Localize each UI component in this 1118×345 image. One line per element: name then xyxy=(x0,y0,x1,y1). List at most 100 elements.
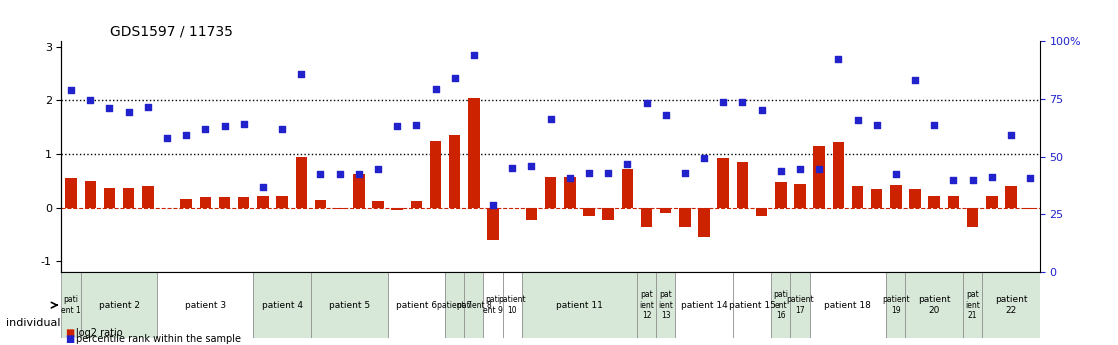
Bar xyxy=(353,175,364,208)
Bar xyxy=(928,196,940,208)
Text: individual: individual xyxy=(6,318,60,327)
Point xyxy=(139,104,157,110)
Text: patient 3: patient 3 xyxy=(184,300,226,309)
Point xyxy=(1021,176,1039,181)
Bar xyxy=(852,186,863,208)
Bar xyxy=(660,208,672,213)
Text: pati
ent 1: pati ent 1 xyxy=(61,295,80,315)
Bar xyxy=(429,141,442,208)
Text: ■: ■ xyxy=(65,334,74,344)
Bar xyxy=(699,208,710,237)
Point xyxy=(197,126,215,132)
Text: patient 7: patient 7 xyxy=(437,300,472,309)
FancyBboxPatch shape xyxy=(983,272,1040,338)
Bar xyxy=(986,196,997,208)
Bar xyxy=(449,135,461,208)
Bar xyxy=(871,189,882,208)
Bar xyxy=(314,200,326,208)
Bar xyxy=(276,196,287,208)
FancyBboxPatch shape xyxy=(388,272,445,338)
Text: pat
ient
21: pat ient 21 xyxy=(965,290,980,320)
Point xyxy=(983,174,1001,179)
Bar xyxy=(200,197,211,208)
Text: patient 8: patient 8 xyxy=(456,300,491,309)
Text: pat
ient
13: pat ient 13 xyxy=(659,290,673,320)
FancyBboxPatch shape xyxy=(637,272,656,338)
FancyBboxPatch shape xyxy=(656,272,675,338)
Point xyxy=(178,132,196,138)
Point xyxy=(235,121,253,126)
Point xyxy=(101,106,119,111)
Text: pati
ent 9: pati ent 9 xyxy=(483,295,503,315)
Text: patient 18: patient 18 xyxy=(824,300,871,309)
Text: pat
ient
12: pat ient 12 xyxy=(639,290,654,320)
Bar xyxy=(487,208,499,240)
Point xyxy=(561,176,579,181)
Text: log2 ratio: log2 ratio xyxy=(76,328,123,338)
Text: pati
ent
16: pati ent 16 xyxy=(774,290,788,320)
Text: patient 5: patient 5 xyxy=(329,300,370,309)
Point xyxy=(503,165,521,170)
Point xyxy=(158,135,176,141)
FancyBboxPatch shape xyxy=(771,272,790,338)
Point xyxy=(465,52,483,58)
Bar xyxy=(718,158,729,208)
Point xyxy=(216,123,234,128)
Point xyxy=(714,99,732,105)
Text: patient 6: patient 6 xyxy=(396,300,437,309)
Point xyxy=(964,177,982,183)
Bar xyxy=(641,208,652,227)
Point xyxy=(292,71,310,76)
Point xyxy=(427,86,445,91)
Bar xyxy=(410,201,423,208)
Bar xyxy=(391,208,402,210)
Point xyxy=(849,118,866,123)
FancyBboxPatch shape xyxy=(254,272,311,338)
Bar xyxy=(890,185,901,208)
FancyBboxPatch shape xyxy=(790,272,809,338)
Text: percentile rank within the sample: percentile rank within the sample xyxy=(76,334,241,344)
Bar xyxy=(104,188,115,208)
Point xyxy=(254,185,272,190)
Bar xyxy=(180,199,192,208)
Bar xyxy=(833,142,844,208)
Bar xyxy=(142,186,153,208)
Text: patient
20: patient 20 xyxy=(918,295,950,315)
Bar xyxy=(909,189,921,208)
Point xyxy=(792,166,809,172)
Bar xyxy=(372,201,383,208)
Point xyxy=(811,166,828,172)
Bar xyxy=(584,208,595,216)
FancyBboxPatch shape xyxy=(963,272,983,338)
Point xyxy=(407,122,425,127)
Point xyxy=(887,171,904,177)
Bar xyxy=(295,157,307,208)
FancyBboxPatch shape xyxy=(732,272,771,338)
Bar xyxy=(219,197,230,208)
FancyBboxPatch shape xyxy=(522,272,637,338)
Point xyxy=(599,170,617,176)
Bar xyxy=(737,162,748,208)
Bar xyxy=(603,208,614,219)
Point xyxy=(637,100,655,106)
FancyBboxPatch shape xyxy=(158,272,254,338)
Text: patient 4: patient 4 xyxy=(262,300,303,309)
Point xyxy=(522,163,540,169)
Text: patient 15: patient 15 xyxy=(729,300,776,309)
Bar xyxy=(775,182,787,208)
FancyBboxPatch shape xyxy=(61,272,80,338)
Bar xyxy=(544,177,557,208)
Point xyxy=(312,172,330,177)
Text: patient
10: patient 10 xyxy=(499,295,527,315)
Bar xyxy=(679,208,691,227)
Bar xyxy=(123,188,134,208)
Point xyxy=(484,202,502,208)
Bar xyxy=(756,208,767,216)
Bar xyxy=(1024,208,1036,209)
Text: patient 11: patient 11 xyxy=(556,300,603,309)
Point xyxy=(945,177,963,183)
FancyBboxPatch shape xyxy=(311,272,388,338)
Bar xyxy=(948,196,959,208)
Point xyxy=(446,75,464,81)
FancyBboxPatch shape xyxy=(445,272,464,338)
